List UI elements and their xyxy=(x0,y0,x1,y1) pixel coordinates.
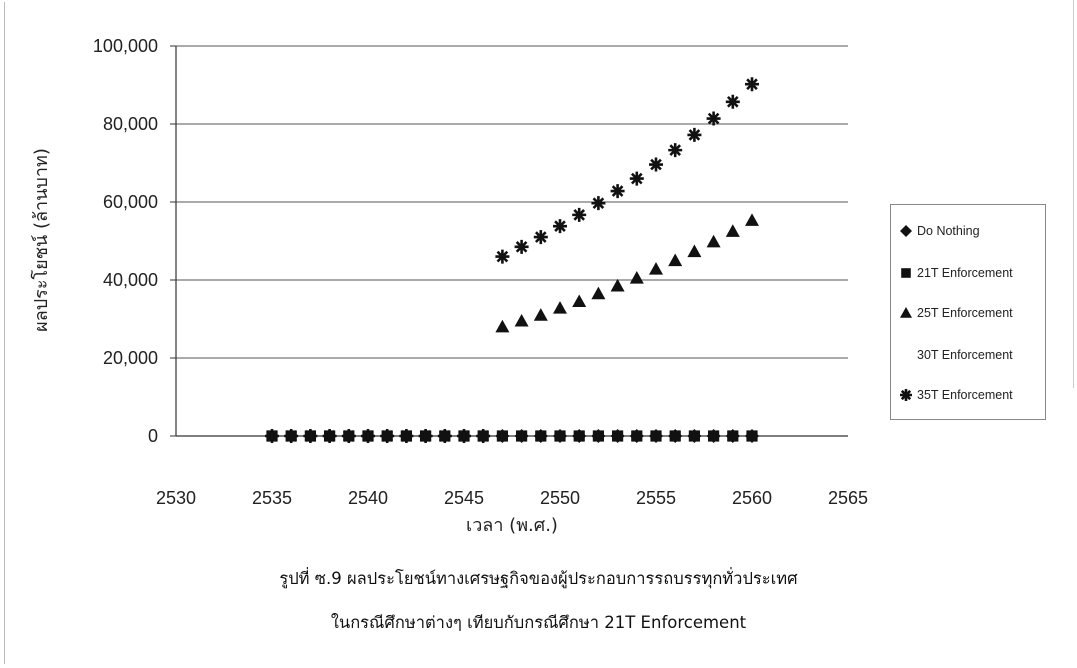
x-tick-label: 2550 xyxy=(540,488,580,508)
data-point-21t-enforcement xyxy=(592,430,604,442)
data-point-21t-enforcement xyxy=(650,430,662,442)
data-point-21t-enforcement xyxy=(727,430,739,442)
data-point-35t-enforcement xyxy=(457,429,471,443)
legend-marker-none xyxy=(899,348,913,362)
data-point-35t-enforcement xyxy=(418,429,433,443)
data-point-35t-enforcement xyxy=(591,196,606,211)
data-point-25t-enforcement xyxy=(687,244,702,258)
data-point-35t-enforcement xyxy=(668,143,683,158)
data-point-21t-enforcement xyxy=(496,430,508,442)
legend-item-30t-enforcement: 30T Enforcement xyxy=(899,345,1013,365)
data-point-21t-enforcement xyxy=(573,430,585,442)
legend-marker-star xyxy=(899,388,913,402)
data-point-35t-enforcement xyxy=(495,249,510,264)
figure-caption-line2: ในกรณีศึกษาต่างๆ เทียบกับกรณีศึกษา 21T E… xyxy=(330,613,747,632)
legend-label: 25T Enforcement xyxy=(917,306,1013,320)
legend-label: 21T Enforcement xyxy=(917,266,1013,280)
data-point-35t-enforcement xyxy=(265,429,279,443)
data-point-25t-enforcement xyxy=(649,262,663,275)
data-point-21t-enforcement xyxy=(708,430,720,442)
figure-frame xyxy=(4,2,1072,664)
legend-marker-diamond xyxy=(899,224,913,238)
legend-item-21t-enforcement: 21T Enforcement xyxy=(899,263,1013,283)
data-point-35t-enforcement xyxy=(706,111,721,126)
data-point-25t-enforcement xyxy=(725,224,740,237)
data-point-25t-enforcement xyxy=(514,313,529,327)
legend-item-35t-enforcement: 35T Enforcement xyxy=(899,385,1013,405)
data-point-35t-enforcement xyxy=(437,429,452,443)
axes xyxy=(170,45,177,437)
legend-label: Do Nothing xyxy=(917,224,980,238)
data-point-21t-enforcement xyxy=(554,430,566,442)
data-point-25t-enforcement xyxy=(610,278,625,292)
data-point-21t-enforcement xyxy=(688,430,700,442)
data-point-35t-enforcement xyxy=(322,429,337,443)
data-point-35t-enforcement xyxy=(341,429,356,443)
legend-marker-square xyxy=(899,266,913,280)
data-point-25t-enforcement xyxy=(668,253,683,267)
data-point-25t-enforcement xyxy=(591,286,606,300)
y-tick-label: 40,000 xyxy=(103,270,158,290)
data-point-21t-enforcement xyxy=(669,430,681,442)
data-point-21t-enforcement xyxy=(535,430,547,442)
x-tick-label: 2545 xyxy=(444,488,484,508)
data-point-35t-enforcement xyxy=(649,157,663,172)
x-tick-label: 2560 xyxy=(732,488,772,508)
chart-legend: Do Nothing 21T Enforcement 25T Enforcement… xyxy=(890,204,1046,420)
x-tick-label: 2555 xyxy=(636,488,676,508)
x-tick-label: 2565 xyxy=(828,488,868,508)
y-axis-label: ผลประโยชน์ (ล้านบาท) xyxy=(30,148,52,332)
y-tick-label: 80,000 xyxy=(103,114,158,134)
data-point-25t-enforcement xyxy=(533,308,548,321)
data-point-35t-enforcement xyxy=(533,230,548,245)
data-point-35t-enforcement xyxy=(399,429,414,443)
data-point-25t-enforcement xyxy=(706,234,721,248)
data-point-35t-enforcement xyxy=(725,94,740,109)
data-point-35t-enforcement xyxy=(380,429,395,443)
data-point-21t-enforcement xyxy=(631,430,643,442)
data-points xyxy=(265,77,759,443)
x-tick-label: 2530 xyxy=(156,488,196,508)
data-point-35t-enforcement xyxy=(629,171,644,186)
y-tick-label: 100,000 xyxy=(93,36,158,56)
y-tick-label: 0 xyxy=(148,426,158,446)
y-tick-label: 60,000 xyxy=(103,192,158,212)
y-tick-label: 20,000 xyxy=(103,348,158,368)
x-tick-label: 2540 xyxy=(348,488,388,508)
figure-caption-line1: รูปที่ ซ.9 ผลประโยชน์ทางเศรษฐกิจของผู้ปร… xyxy=(279,569,798,588)
data-point-21t-enforcement xyxy=(612,430,624,442)
data-point-21t-enforcement xyxy=(746,430,758,442)
data-point-25t-enforcement xyxy=(572,294,587,308)
legend-item-25t-enforcement: 25T Enforcement xyxy=(899,303,1013,323)
x-axis-label: เวลา (พ.ศ.) xyxy=(466,515,558,536)
data-point-35t-enforcement xyxy=(284,429,299,443)
data-point-25t-enforcement xyxy=(629,271,644,284)
data-point-35t-enforcement xyxy=(745,77,759,92)
data-point-35t-enforcement xyxy=(553,219,567,234)
x-tick-label: 2535 xyxy=(252,488,292,508)
legend-label: 30T Enforcement xyxy=(917,348,1013,362)
tick-labels: 0 20,000 40,000 60,000 80,000 100,000 2530 2535… xyxy=(93,36,868,508)
data-point-35t-enforcement xyxy=(514,239,529,254)
gridlines xyxy=(176,45,848,437)
data-point-25t-enforcement xyxy=(745,213,759,226)
legend-marker-triangle xyxy=(899,306,913,320)
data-point-21t-enforcement xyxy=(516,430,528,442)
data-point-35t-enforcement xyxy=(476,429,491,443)
data-point-35t-enforcement xyxy=(687,127,702,142)
data-point-25t-enforcement xyxy=(553,301,567,314)
data-point-35t-enforcement xyxy=(361,429,375,443)
legend-label: 35T Enforcement xyxy=(917,388,1013,402)
data-point-35t-enforcement xyxy=(610,184,625,199)
legend-item-do-nothing: Do Nothing xyxy=(899,221,980,241)
data-point-35t-enforcement xyxy=(572,207,587,222)
data-point-25t-enforcement xyxy=(495,319,510,333)
frame-edge xyxy=(1073,0,1074,388)
data-point-35t-enforcement xyxy=(303,429,318,443)
